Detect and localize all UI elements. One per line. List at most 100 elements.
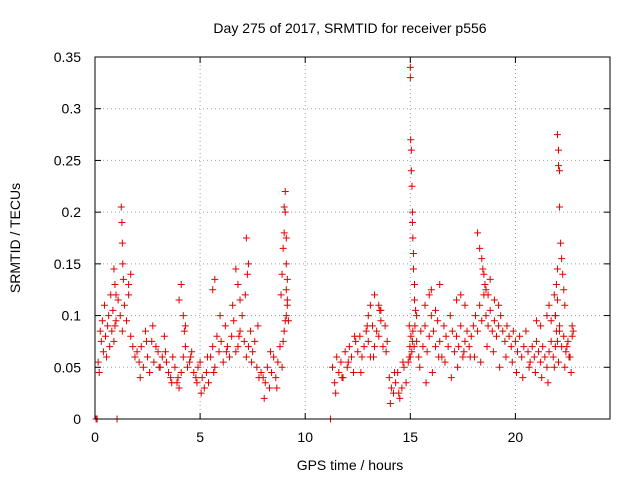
data-point <box>528 343 536 351</box>
data-point <box>412 306 420 314</box>
y-tick-label: 0.3 <box>62 101 82 117</box>
data-point <box>482 286 490 294</box>
data-point <box>100 301 108 309</box>
x-tick-label: 0 <box>91 429 99 445</box>
data-point <box>177 281 185 289</box>
data-point <box>478 255 486 263</box>
data-point <box>509 327 517 335</box>
data-point <box>560 332 568 340</box>
data-point <box>450 348 458 356</box>
data-point <box>545 348 553 356</box>
data-point <box>194 363 202 371</box>
data-point <box>216 312 224 320</box>
data-point <box>568 332 576 340</box>
data-point <box>263 363 271 371</box>
data-point <box>268 368 276 376</box>
data-point <box>460 348 468 356</box>
data-point <box>484 322 492 330</box>
data-point <box>461 337 469 345</box>
data-point <box>221 322 229 330</box>
data-point <box>230 317 238 325</box>
data-point <box>102 332 110 340</box>
data-point <box>483 343 491 351</box>
data-point <box>409 327 417 335</box>
data-point <box>354 348 362 356</box>
data-point <box>432 306 440 314</box>
data-point <box>232 265 240 273</box>
data-point <box>501 337 509 345</box>
x-tick-label: 5 <box>196 429 204 445</box>
y-tick-label: 0.25 <box>54 152 81 168</box>
data-point <box>469 322 477 330</box>
data-point <box>181 322 189 330</box>
data-point <box>539 343 547 351</box>
data-point <box>409 250 417 258</box>
data-point <box>364 337 372 345</box>
data-point <box>520 343 528 351</box>
data-point <box>144 353 152 361</box>
data-point <box>556 167 564 175</box>
data-point <box>421 301 429 309</box>
data-point <box>555 146 562 154</box>
data-point <box>261 379 269 387</box>
data-point <box>563 343 571 351</box>
data-point <box>177 368 185 376</box>
data-point <box>561 301 569 309</box>
data-point <box>398 384 406 392</box>
data-point <box>474 327 482 335</box>
data-point <box>198 374 206 382</box>
data-point <box>457 322 465 330</box>
data-point <box>280 229 288 237</box>
data-point <box>555 358 562 366</box>
data-point <box>516 332 524 340</box>
data-point <box>408 348 416 356</box>
data-point <box>564 337 572 345</box>
data-point <box>467 332 475 340</box>
data-point <box>386 399 394 407</box>
data-point <box>161 348 169 356</box>
chart-title: Day 275 of 2017, SRMTID for receiver p55… <box>213 20 486 36</box>
data-point <box>175 384 183 392</box>
data-point <box>436 281 444 289</box>
data-point <box>476 301 484 309</box>
data-point <box>98 317 106 325</box>
data-point <box>283 275 291 283</box>
data-point <box>186 358 194 366</box>
data-point <box>232 348 240 356</box>
data-point <box>556 203 564 211</box>
data-point <box>111 281 119 289</box>
data-point <box>213 332 221 340</box>
x-tick-label: 20 <box>508 429 524 445</box>
data-point <box>553 296 561 304</box>
data-point <box>383 337 391 345</box>
data-point <box>332 389 340 397</box>
data-point <box>400 363 408 371</box>
data-point <box>282 286 290 294</box>
data-point <box>406 63 414 71</box>
data-point <box>343 363 351 371</box>
data-point <box>543 312 551 320</box>
data-point <box>272 374 280 382</box>
data-point <box>181 343 189 351</box>
data-point <box>278 270 286 278</box>
data-point <box>391 368 399 376</box>
data-point <box>409 234 417 242</box>
data-point <box>502 353 510 361</box>
data-point <box>495 301 503 309</box>
data-point <box>162 358 170 366</box>
data-point <box>283 296 291 304</box>
data-point <box>105 312 113 320</box>
data-point <box>129 343 137 351</box>
data-point <box>260 394 268 402</box>
data-point <box>495 322 503 330</box>
axis-ticks: 0 0.05 0.1 0.15 0.2 0.25 0.3 0.35 0 5 10 15 20 <box>54 49 610 445</box>
data-point <box>188 348 196 356</box>
data-point <box>209 286 217 294</box>
data-point <box>165 368 173 376</box>
data-point <box>248 358 256 366</box>
data-point <box>244 260 252 268</box>
data-point <box>408 182 416 190</box>
data-point <box>136 374 144 382</box>
data-point <box>152 343 160 351</box>
data-point <box>507 343 515 351</box>
